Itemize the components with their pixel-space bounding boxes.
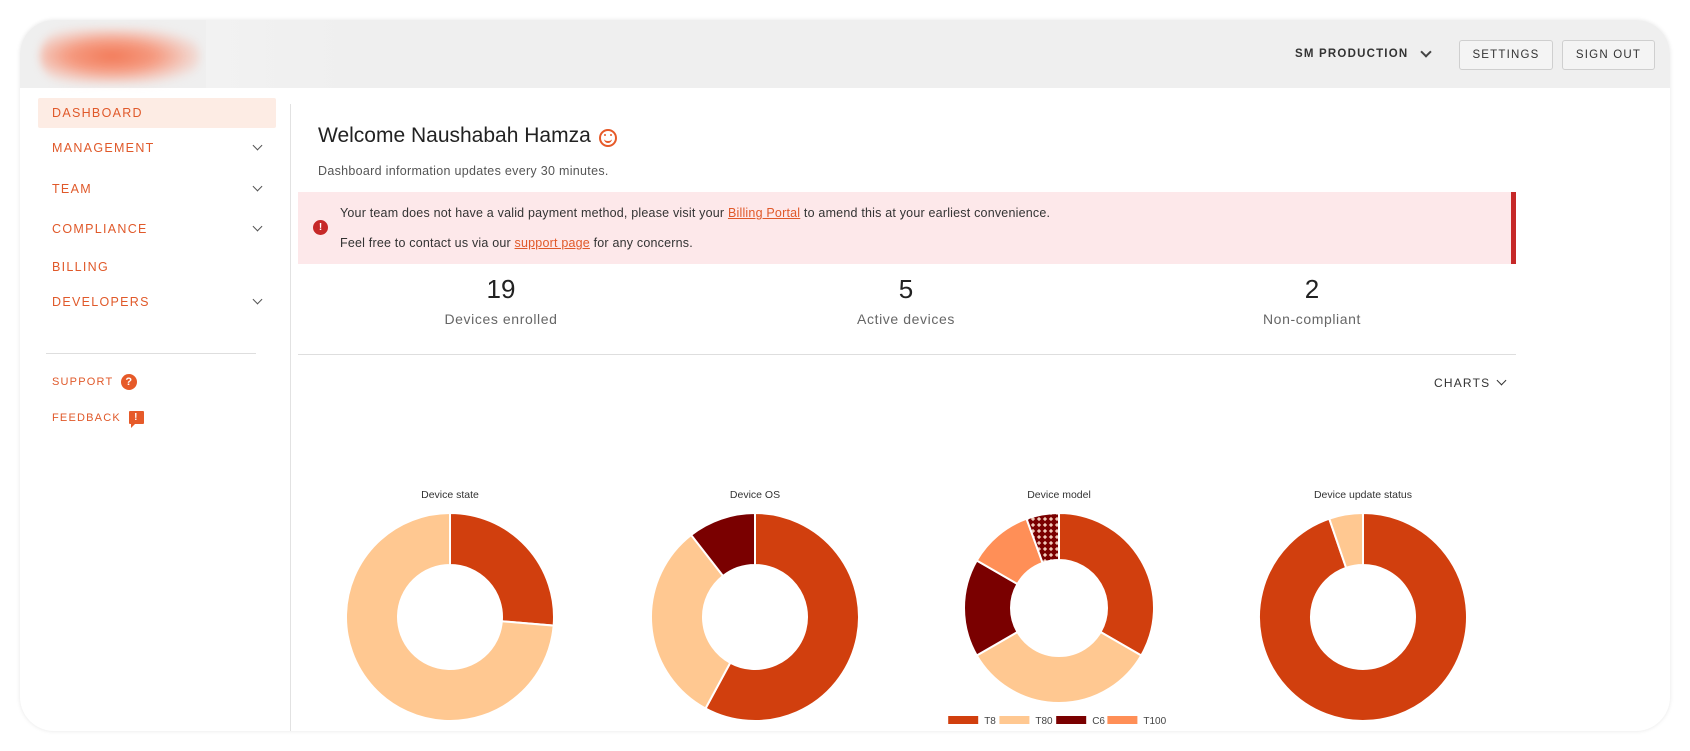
chevron-down-icon	[252, 223, 264, 235]
page-subtitle: Dashboard information updates every 30 m…	[318, 164, 609, 178]
sidebar-item-dashboard[interactable]: DASHBOARD	[38, 98, 276, 128]
stat-label: Devices enrolled	[444, 311, 558, 327]
organization-select[interactable]: SM PRODUCTION	[1295, 40, 1432, 68]
alert-text: to amend this at your earliest convenien…	[800, 206, 1051, 220]
sidebar-item-label: DASHBOARD	[52, 106, 143, 120]
sidebar-item-label: MANAGEMENT	[52, 141, 155, 155]
chevron-down-icon	[1420, 48, 1432, 60]
alert-line-1: Your team does not have a valid payment …	[340, 206, 1050, 220]
support-label: SUPPORT	[52, 376, 114, 388]
charts-toggle-label: CHARTS	[1434, 376, 1491, 390]
billing-portal-link[interactable]: Billing Portal	[727, 206, 801, 220]
sidebar-item-label: DEVELOPERS	[52, 295, 150, 309]
main-content: Welcome Naushabah Hamza Dashboard inform…	[298, 88, 1670, 731]
pie-slice-13[interactable]	[704, 511, 860, 722]
chevron-down-icon	[252, 142, 264, 154]
alert-line-2: Feel free to contact us via our support …	[340, 236, 693, 250]
logo-area	[206, 20, 346, 88]
sidebar-item-billing[interactable]: BILLING	[38, 252, 276, 282]
sidebar-item-label: BILLING	[52, 260, 110, 274]
pie-slice-software-update-is-available[interactable]	[1327, 511, 1364, 570]
smile-icon	[598, 128, 617, 147]
pie-slice-t8[interactable]	[1058, 511, 1155, 657]
help-icon: ?	[121, 374, 138, 390]
settings-button[interactable]: SETTINGS	[1459, 40, 1553, 70]
chart-title: Device state	[421, 489, 479, 501]
sidebar-item-label: TEAM	[52, 182, 92, 196]
stat-value: 19	[486, 274, 516, 304]
stats-divider	[298, 354, 1516, 355]
legend-swatch-t80	[999, 716, 1030, 724]
sidebar-divider-vertical	[290, 104, 291, 731]
sidebar-item-team[interactable]: TEAM	[38, 174, 276, 204]
legend-label-t100[interactable]: T100	[1143, 716, 1166, 727]
chevron-down-icon	[1496, 377, 1508, 389]
alert-text: Feel free to contact us via our	[340, 236, 515, 250]
sidebar-item-developers[interactable]: DEVELOPERS	[38, 287, 276, 317]
legend-swatch-c6	[1056, 716, 1087, 724]
chart-title: Device update status	[1314, 489, 1412, 501]
top-bar: SM PRODUCTION SETTINGS SIGN OUT	[20, 20, 1670, 88]
charts-toggle[interactable]: CHARTS	[1434, 376, 1508, 390]
pie-slice-12[interactable]	[650, 533, 732, 710]
payment-alert: ! Your team does not have a valid paymen…	[298, 192, 1516, 264]
feedback-label: FEEDBACK	[52, 411, 121, 424]
pie-slice-inactive[interactable]	[345, 511, 555, 722]
legend-swatch-t8	[948, 716, 979, 724]
logo	[40, 28, 200, 84]
stat-label: Non-compliant	[1262, 311, 1362, 327]
page-title: Welcome Naushabah Hamza	[318, 124, 617, 148]
stat-active-devices: 5 Active devices	[756, 274, 1056, 327]
stat-value: 5	[898, 274, 914, 304]
stat-value: 2	[1304, 274, 1320, 304]
pie-slice-others[interactable]	[1025, 511, 1060, 565]
stat-label: Active devices	[857, 311, 955, 327]
support-page-link[interactable]: support page	[514, 236, 590, 250]
organization-select-label: SM PRODUCTION	[1295, 48, 1409, 60]
pie-slice-active[interactable]	[449, 511, 555, 627]
sidebar: DASHBOARD MANAGEMENT TEAM COMPLIANCE BIL…	[20, 88, 290, 731]
error-icon: !	[313, 220, 328, 235]
sidebar-item-compliance[interactable]: COMPLIANCE	[38, 214, 276, 244]
sidebar-divider	[46, 353, 256, 354]
legend-label-t8[interactable]: T8	[984, 716, 996, 727]
app-window: SM PRODUCTION SETTINGS SIGN OUT DASHBOAR…	[20, 20, 1670, 731]
sidebar-item-management[interactable]: MANAGEMENT	[38, 133, 276, 163]
chart-title: Device model	[1027, 489, 1091, 501]
pie-slice-up-to-date[interactable]	[1258, 511, 1468, 722]
chevron-down-icon	[252, 183, 264, 195]
sign-out-button[interactable]: SIGN OUT	[1562, 40, 1655, 70]
sidebar-item-label: COMPLIANCE	[52, 222, 148, 236]
alert-text: Your team does not have a valid payment …	[340, 206, 728, 220]
pie-slice-t80[interactable]	[975, 630, 1143, 704]
alert-text: for any concerns.	[589, 236, 693, 250]
legend-swatch-t100	[1107, 716, 1138, 724]
stat-devices-enrolled: 19 Devices enrolled	[351, 274, 651, 327]
feedback-icon: !	[128, 411, 144, 428]
pie-slice-11[interactable]	[689, 511, 756, 578]
feedback-link[interactable]: FEEDBACK !	[52, 411, 144, 428]
stat-non-compliant: 2 Non-compliant	[1162, 274, 1462, 327]
support-link[interactable]: SUPPORT ?	[52, 374, 138, 390]
welcome-text: Welcome Naushabah Hamza	[318, 124, 591, 147]
legend-label-c6[interactable]: C6	[1092, 716, 1105, 727]
chart-title: Device OS	[730, 489, 780, 501]
chevron-down-icon	[252, 296, 264, 308]
legend-label-t80[interactable]: T80	[1035, 716, 1053, 727]
